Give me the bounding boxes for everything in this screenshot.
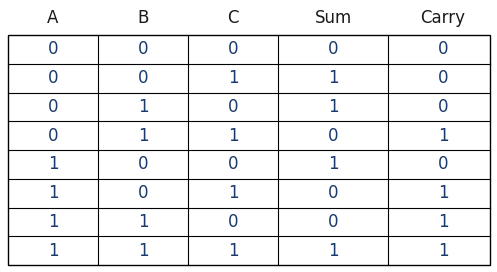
Text: 0: 0 xyxy=(438,40,448,58)
Text: 0: 0 xyxy=(328,184,338,202)
Text: 0: 0 xyxy=(138,40,148,58)
Text: 0: 0 xyxy=(48,69,58,87)
Text: 1: 1 xyxy=(48,184,58,202)
Text: 0: 0 xyxy=(138,184,148,202)
Text: 0: 0 xyxy=(438,155,448,173)
Text: 0: 0 xyxy=(328,213,338,231)
Text: A: A xyxy=(47,9,59,27)
Text: 1: 1 xyxy=(48,213,58,231)
Text: 1: 1 xyxy=(228,184,239,202)
Text: 1: 1 xyxy=(438,213,448,231)
Text: 1: 1 xyxy=(138,127,148,145)
Text: 1: 1 xyxy=(138,213,148,231)
Text: 1: 1 xyxy=(328,69,338,87)
Bar xyxy=(8,35,490,265)
Text: 0: 0 xyxy=(228,155,238,173)
Text: 1: 1 xyxy=(438,127,448,145)
Text: 0: 0 xyxy=(228,98,238,116)
Text: B: B xyxy=(137,9,149,27)
Text: 1: 1 xyxy=(138,242,148,260)
Text: 1: 1 xyxy=(228,69,239,87)
Text: 1: 1 xyxy=(48,155,58,173)
Text: 1: 1 xyxy=(48,242,58,260)
Text: Carry: Carry xyxy=(420,9,466,27)
Text: 1: 1 xyxy=(328,242,338,260)
Text: 0: 0 xyxy=(48,40,58,58)
Text: 0: 0 xyxy=(328,127,338,145)
Text: 1: 1 xyxy=(228,242,239,260)
Text: 1: 1 xyxy=(438,184,448,202)
Text: 0: 0 xyxy=(228,40,238,58)
Text: 1: 1 xyxy=(328,155,338,173)
Text: 1: 1 xyxy=(328,98,338,116)
Text: C: C xyxy=(227,9,239,27)
Text: 1: 1 xyxy=(438,242,448,260)
Text: 0: 0 xyxy=(438,69,448,87)
Text: 0: 0 xyxy=(328,40,338,58)
Text: 0: 0 xyxy=(48,98,58,116)
Text: 1: 1 xyxy=(138,98,148,116)
Text: 0: 0 xyxy=(228,213,238,231)
Text: Sum: Sum xyxy=(315,9,351,27)
Text: 1: 1 xyxy=(228,127,239,145)
Text: 0: 0 xyxy=(138,69,148,87)
Text: 0: 0 xyxy=(138,155,148,173)
Text: 0: 0 xyxy=(48,127,58,145)
Text: 0: 0 xyxy=(438,98,448,116)
